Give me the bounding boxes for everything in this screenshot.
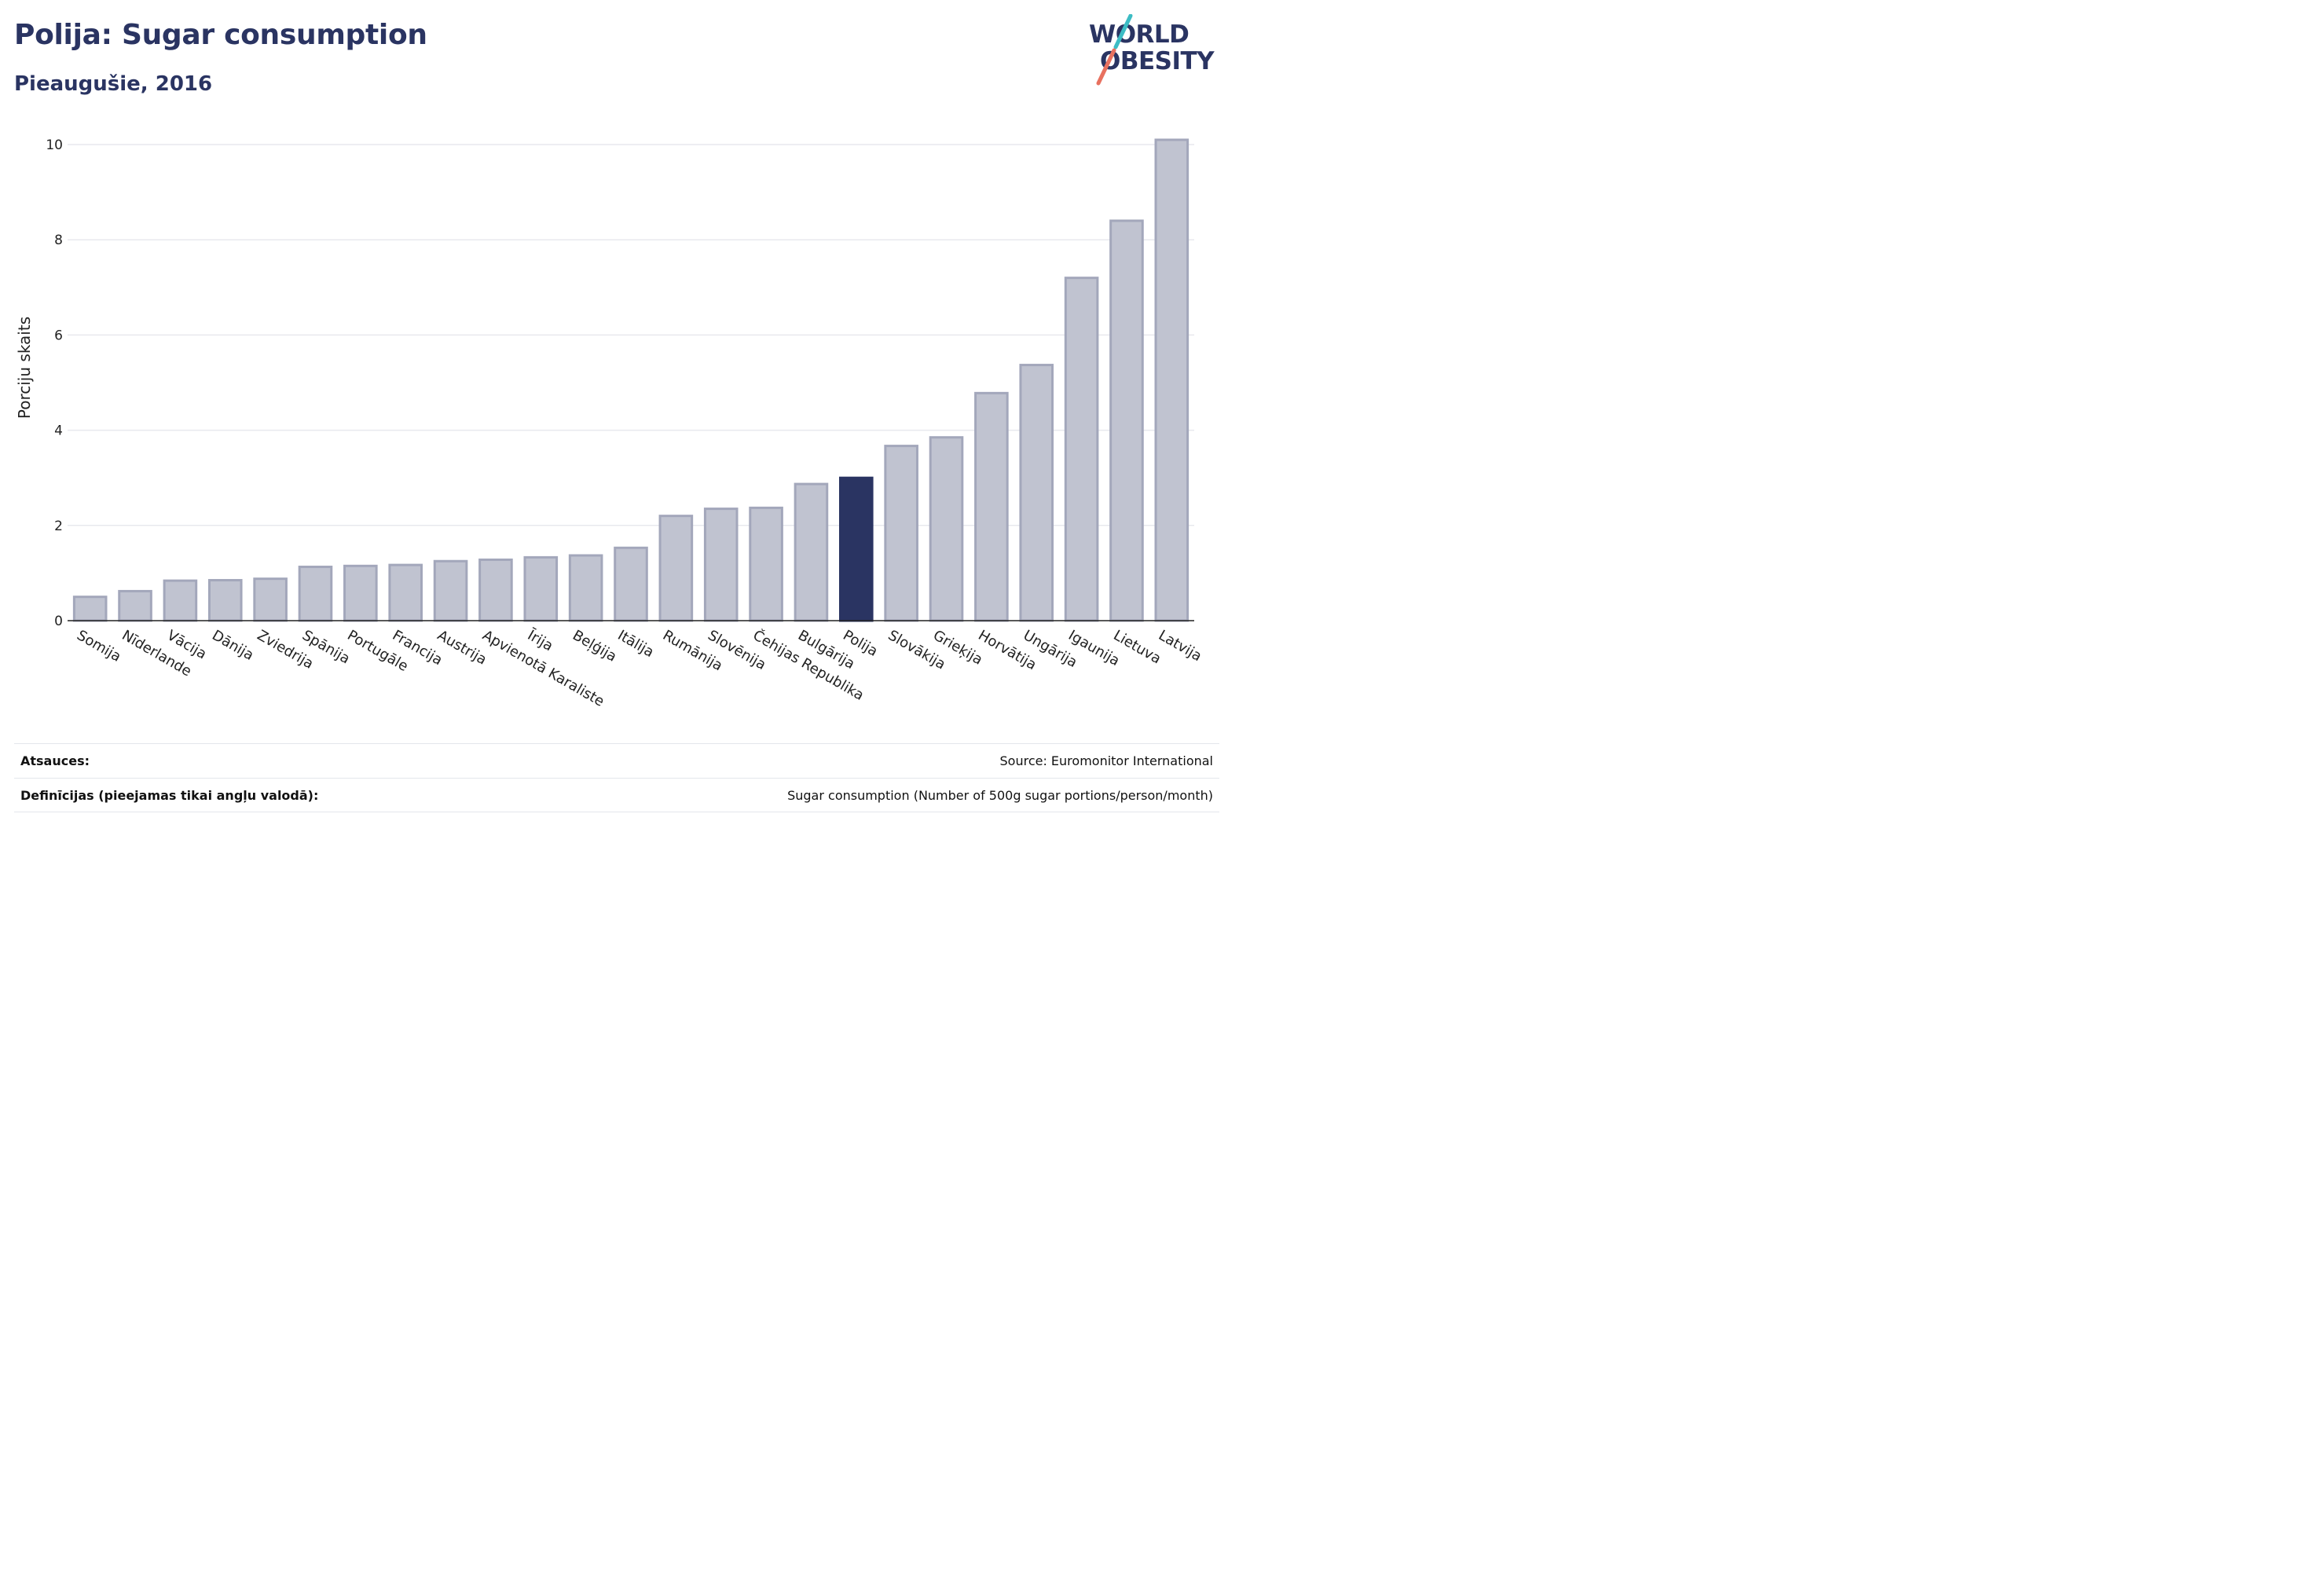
- bar-portugāle: [343, 564, 378, 622]
- bar-bulgārija: [794, 482, 829, 622]
- bar-slovēnija: [703, 508, 739, 622]
- bar-vācija: [163, 579, 198, 622]
- bar-horvātija: [974, 391, 1009, 622]
- bars: [72, 138, 1189, 622]
- bar-igaunija: [1064, 277, 1099, 622]
- bar-lietuva: [1109, 219, 1144, 622]
- bar-somija: [72, 596, 108, 622]
- bar-apvienotā-karaliste: [478, 558, 513, 622]
- bar-francija: [388, 563, 423, 622]
- y-tick-label: 2: [54, 519, 63, 534]
- y-tick-label: 0: [54, 614, 63, 629]
- bar-dānija: [207, 578, 243, 622]
- y-tick-label: 4: [54, 423, 63, 439]
- x-tick-label: Somija: [74, 627, 123, 665]
- bar-latvija: [1154, 138, 1189, 622]
- bar-īrija: [523, 555, 559, 622]
- bar-čehijas-republika: [749, 506, 783, 622]
- bar-rumānija: [658, 515, 694, 622]
- logo-text-obesity: OBESITY: [1100, 47, 1215, 75]
- logo-slash-icon: [1096, 14, 1133, 86]
- footer-definitions-row: Definīcijas (pieejamas tikai angļu valod…: [14, 778, 1219, 812]
- y-axis-ticks: 0 2 4 6 8 10: [46, 137, 63, 629]
- x-tick-label: Latvija: [1156, 627, 1204, 665]
- x-tick-label: Beļģija: [570, 627, 619, 665]
- chart-subtitle: Pieaugušie, 2016: [14, 72, 213, 96]
- bar-nīderlande: [118, 589, 152, 622]
- bar-spānija: [298, 566, 333, 622]
- bar-grieķija: [929, 436, 964, 622]
- references-label: Atsauces:: [20, 753, 90, 768]
- bar-austrija: [433, 559, 468, 622]
- x-tick-label: Dānija: [209, 627, 256, 664]
- definitions-label: Definīcijas (pieejamas tikai angļu valod…: [20, 788, 319, 803]
- bar-slovākija: [884, 445, 918, 622]
- bar-polija: [839, 476, 874, 622]
- references-value: Source: Euromonitor International: [999, 753, 1214, 768]
- y-tick-label: 8: [54, 233, 63, 248]
- y-tick-label: 6: [54, 328, 63, 343]
- x-tick-label: Austrija: [434, 627, 489, 668]
- bar-itālija: [614, 546, 648, 622]
- world-obesity-logo: WORLD OBESITY: [1086, 14, 1221, 86]
- footer-references-row: Atsauces: Source: Euromonitor Internatio…: [14, 743, 1219, 777]
- y-tick-label: 10: [46, 137, 63, 153]
- chart-title: Polija: Sugar consumption: [14, 19, 427, 51]
- y-axis-label: Porciju skaits: [15, 317, 34, 419]
- bar-ungārija: [1019, 364, 1054, 622]
- bar-zviedrija: [253, 577, 288, 622]
- bar-beļģija: [568, 554, 603, 622]
- definitions-value: Sugar consumption (Number of 500g sugar …: [787, 788, 1213, 803]
- x-tick-label: Itālija: [615, 627, 657, 661]
- logo-text-world: WORLD: [1089, 20, 1189, 49]
